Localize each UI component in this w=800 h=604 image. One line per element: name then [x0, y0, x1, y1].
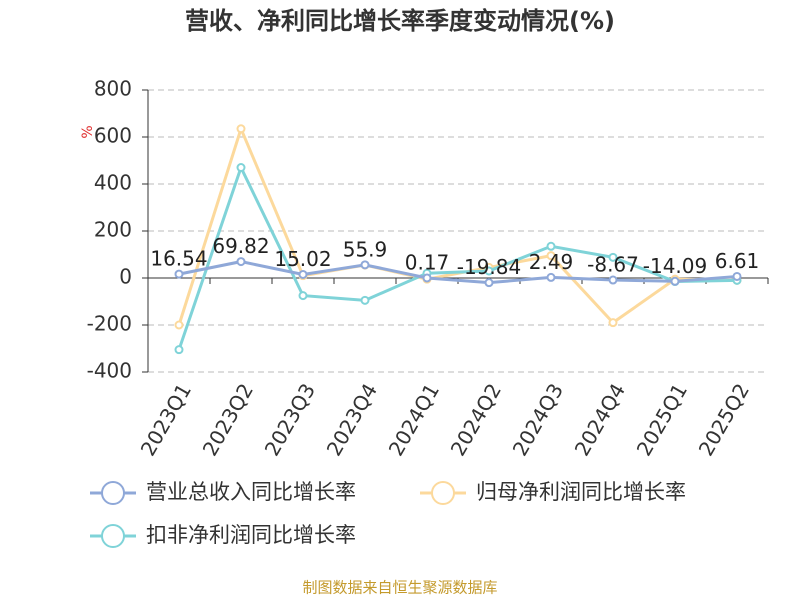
x-tick-label: 2024Q4	[570, 379, 630, 460]
point	[484, 278, 494, 288]
x-tick-label: 2023Q2	[198, 379, 258, 460]
legend-label: 营业总收入同比增长率	[146, 480, 356, 504]
data-label: -19.84	[457, 255, 521, 279]
point	[484, 266, 494, 276]
x-tick-label: 2025Q2	[694, 379, 754, 460]
point	[732, 271, 742, 281]
point	[236, 124, 246, 134]
point	[608, 318, 618, 328]
point	[608, 252, 618, 262]
y-tick-label: 200	[94, 218, 132, 242]
y-tick-label: 0	[119, 265, 132, 289]
data-label: -14.09	[643, 254, 707, 278]
point	[174, 320, 184, 330]
x-tick-label: 2024Q3	[508, 379, 568, 460]
point	[236, 257, 246, 267]
point	[236, 163, 246, 173]
point	[360, 295, 370, 305]
footer: 制图数据来自恒生聚源数据库	[302, 579, 497, 597]
data-label: 6.61	[715, 249, 760, 273]
data-label: 55.9	[343, 237, 388, 261]
point	[298, 291, 308, 301]
point	[422, 273, 432, 283]
series-line	[177, 124, 738, 326]
point	[174, 345, 184, 355]
data-label: -8.67	[587, 253, 639, 277]
point	[546, 272, 556, 282]
data-label: 0.17	[405, 250, 450, 274]
x-tick-label: 2025Q1	[632, 379, 692, 460]
data-label: 69.82	[212, 234, 269, 258]
x-tick-label: 2023Q3	[260, 379, 320, 460]
point	[360, 260, 370, 270]
y-tick-label: 400	[94, 171, 132, 195]
y-axis-label: %	[80, 125, 96, 138]
series-line	[178, 260, 738, 285]
legend-label: 归母净利润同比增长率	[476, 480, 686, 504]
y-tick-label: -400	[87, 359, 132, 383]
y-tick-label: -200	[87, 312, 132, 336]
x-tick-label: 2024Q1	[384, 379, 444, 460]
point	[298, 269, 308, 279]
legend-marker	[101, 524, 125, 548]
x-tick-label: 2023Q4	[322, 379, 382, 460]
legend-marker	[431, 481, 455, 505]
chart-title: 营收、净利同比增长率季度变动情况(%)	[185, 7, 615, 35]
series-line	[177, 163, 738, 351]
legend-label: 扣非净利润同比增长率	[146, 523, 356, 547]
point	[608, 275, 618, 285]
data-label: 2.49	[529, 250, 574, 274]
data-label: 16.54	[150, 247, 207, 271]
data-label: 15.02	[274, 247, 331, 271]
point	[546, 241, 556, 251]
point	[670, 276, 680, 286]
y-tick-label: 800	[94, 77, 132, 101]
x-tick-label: 2023Q1	[136, 379, 196, 460]
x-tick-label: 2024Q2	[446, 379, 506, 460]
point	[546, 251, 556, 261]
point	[174, 269, 184, 279]
y-tick-label: 600	[94, 124, 132, 148]
legend-marker	[101, 481, 125, 505]
